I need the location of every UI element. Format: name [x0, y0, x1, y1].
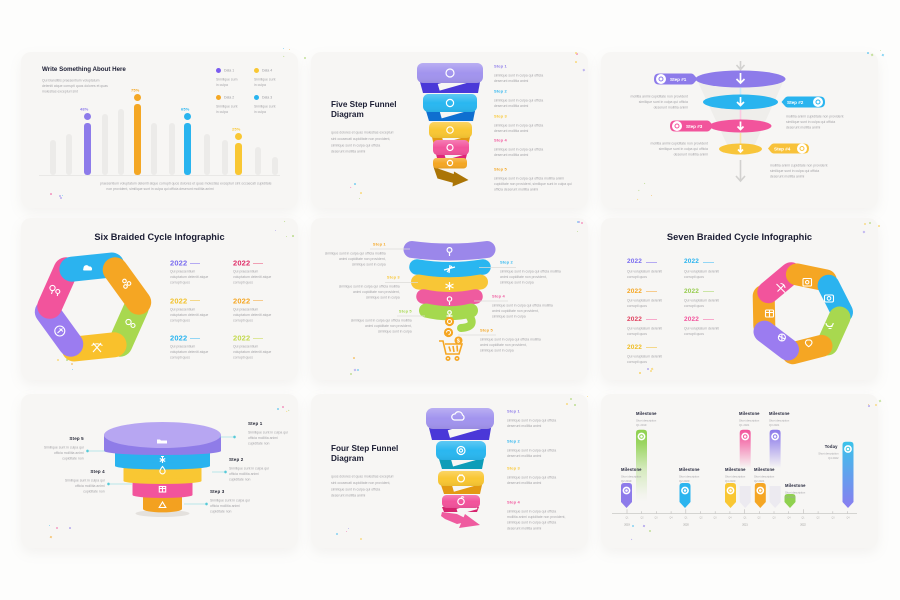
svg-text:Step #4: Step #4	[774, 146, 791, 151]
svg-text:Step #1: Step #1	[670, 77, 687, 82]
svg-text:Step #2: Step #2	[787, 100, 804, 105]
svg-text:$: $	[457, 339, 460, 345]
svg-text:Step #3: Step #3	[686, 124, 703, 129]
